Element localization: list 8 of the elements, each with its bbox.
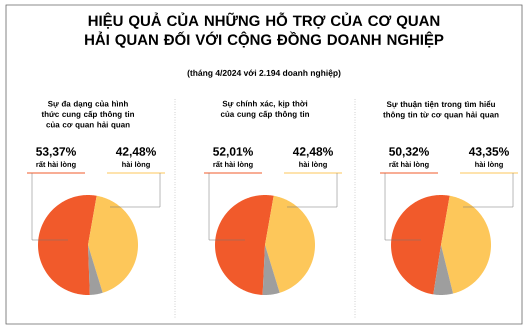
data-label: 42,48% bbox=[292, 147, 333, 158]
text: (tháng 4/2024 với 2.194 doanh nghiệp) bbox=[188, 70, 340, 78]
data-label: 43,35% bbox=[468, 147, 509, 158]
data-label: 42,48% bbox=[116, 147, 156, 158]
text: HIỆU QUẢ CỦA NHỮNG HỖ TRỢ CỦA CƠ QUAN HẢI QUAN ĐỐI VỚI CỘNG ĐỒNG DOANH NGHIỆP bbox=[85, 12, 444, 48]
data-label: 50,32% bbox=[389, 147, 429, 158]
data-label: 53,37% bbox=[36, 147, 76, 158]
data-label: 52,01% bbox=[213, 147, 253, 158]
